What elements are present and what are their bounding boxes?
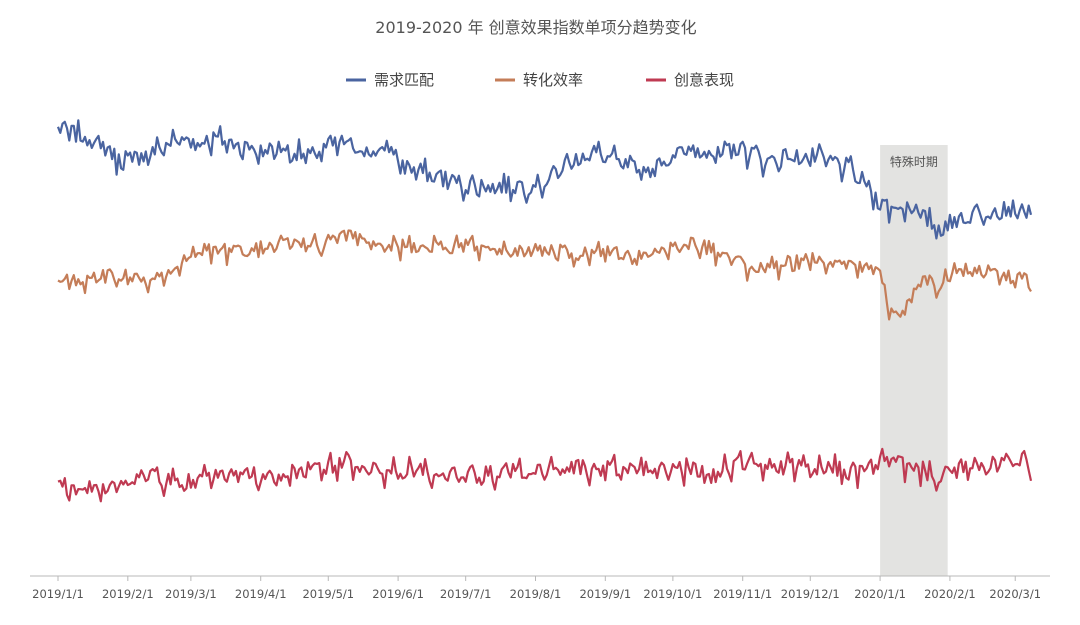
x-axis-ticks: 2019/1/1 2019/2/1 2019/3/1 2019/4/1 2019/5/1… <box>32 576 1041 601</box>
x-tick-label: 2019/7/1 <box>440 587 492 601</box>
series-line <box>56 119 1033 240</box>
x-tick-label: 2019/12/1 <box>781 587 840 601</box>
x-tick-label: 2019/11/1 <box>713 587 772 601</box>
legend-label: 转化效率 <box>523 71 583 89</box>
special-period-label: 特殊时期 <box>890 154 938 169</box>
legend-label: 创意表现 <box>674 71 734 89</box>
x-tick-label: 2019/6/1 <box>372 587 424 601</box>
x-tick-label: 2020/1/1 <box>854 587 906 601</box>
legend: 需求匹配 转化效率 创意表现 <box>346 71 734 89</box>
chart-title: 2019-2020 年 创意效果指数单项分趋势变化 <box>375 18 696 37</box>
x-tick-label: 2019/8/1 <box>510 587 562 601</box>
x-tick-label: 2019/10/1 <box>643 587 702 601</box>
series-line <box>57 229 1032 321</box>
x-tick-label: 2020/2/1 <box>924 587 976 601</box>
legend-label: 需求匹配 <box>374 71 434 89</box>
x-tick-label: 2019/5/1 <box>302 587 354 601</box>
x-tick-label: 2019/4/1 <box>235 587 287 601</box>
series-layer <box>56 119 1033 503</box>
highlight-band: 特殊时期 <box>880 145 948 576</box>
special-period-band <box>880 145 948 576</box>
series-line <box>57 447 1033 503</box>
x-tick-label: 2019/1/1 <box>32 587 84 601</box>
x-tick-label: 2020/3/1 <box>989 587 1041 601</box>
x-tick-label: 2019/2/1 <box>102 587 154 601</box>
x-tick-label: 2019/9/1 <box>579 587 631 601</box>
x-tick-label: 2019/3/1 <box>165 587 217 601</box>
